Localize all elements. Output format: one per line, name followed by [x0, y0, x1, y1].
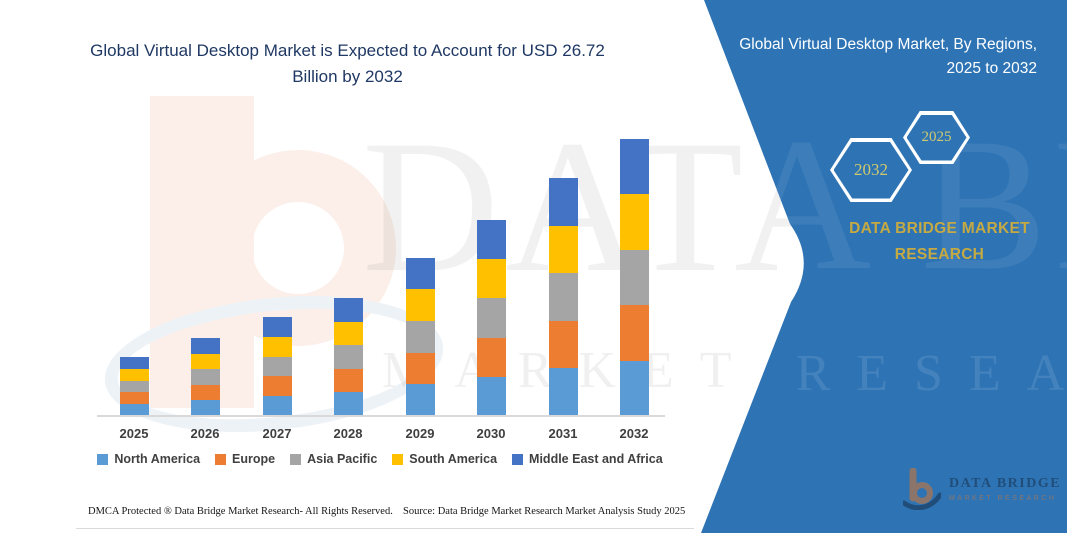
footer-logo: DATA BRIDGE MARKET RESEARCH [903, 468, 1063, 510]
bar-segment-2032-south-america [619, 194, 649, 250]
legend-item-middle-east-and-africa: Middle East and Africa [512, 452, 663, 466]
bar-segment-2025-north-america [119, 404, 149, 416]
bar-segment-2025-europe [119, 392, 149, 405]
legend-item-south-america: South America [392, 452, 497, 466]
bar-segment-2027-asia-pacific [262, 356, 292, 377]
legend-item-asia-pacific: Asia Pacific [290, 452, 377, 466]
legend-item-north-america: North America [97, 452, 200, 466]
legend-swatch [512, 453, 524, 465]
panel-title: Global Virtual Desktop Market, By Region… [739, 36, 1037, 78]
bar-segment-2030-south-america [476, 259, 506, 299]
data-bridge-b-icon [903, 468, 941, 510]
bar-segment-2026-asia-pacific [190, 369, 220, 385]
bar-segment-2025-asia-pacific [119, 380, 149, 393]
bar-segment-2027-south-america [262, 336, 292, 357]
hexagon-year-2032: 2032 [854, 160, 888, 179]
bar-segment-2031-north-america [548, 368, 578, 416]
bar-segment-2029-north-america [405, 384, 435, 416]
bar-segment-2026-north-america [190, 400, 220, 416]
bar-segment-2027-north-america [262, 396, 292, 416]
bar-segment-2031-middle-east-and-africa [548, 178, 578, 226]
watermark-text-line2-on-panel: MARKET RESEARCH [382, 345, 1067, 402]
hexagon-badge-2032: 2032 [830, 138, 912, 202]
legend-label: Asia Pacific [307, 452, 378, 466]
bar-segment-2032-north-america [619, 360, 649, 416]
hexagon-year-2025: 2025 [921, 129, 952, 145]
bar-segment-2032-europe [619, 305, 649, 361]
bar-segment-2029-middle-east-and-africa [405, 257, 435, 290]
chart-legend: North America Europe Asia Pacific South Ame… [80, 452, 680, 466]
bar-segment-2028-middle-east-and-africa [333, 297, 363, 322]
bar-segment-2032-middle-east-and-africa [619, 138, 649, 195]
bar-segment-2029-south-america [405, 289, 435, 322]
legend-label: North America [114, 452, 201, 466]
bar-segment-2030-europe [476, 337, 506, 377]
bar-segment-2027-middle-east-and-africa [262, 316, 292, 337]
bar-segment-2031-asia-pacific [548, 273, 578, 321]
x-axis-label-2031: 2031 [548, 426, 578, 441]
bar-segment-2028-europe [333, 368, 363, 393]
bar-segment-2028-asia-pacific [333, 345, 363, 369]
footer-logo-brand: DATA BRIDGE [949, 476, 1062, 492]
footer-logo-tagline: MARKET RESEARCH [949, 494, 1057, 502]
x-axis-line [97, 415, 665, 417]
legend-swatch [290, 453, 302, 465]
bar-segment-2028-north-america [333, 392, 363, 416]
chart-title: Global Virtual Desktop Market is Expecte… [90, 41, 605, 86]
bar-segment-2031-europe [548, 320, 578, 369]
x-axis-label-2027: 2027 [262, 426, 292, 441]
bar-segment-2029-asia-pacific [405, 321, 435, 353]
bar-segment-2030-asia-pacific [476, 298, 506, 338]
bottom-divider [76, 528, 694, 529]
bar-segment-2026-middle-east-and-africa [190, 338, 220, 354]
x-axis-label-2028: 2028 [333, 426, 363, 441]
legend-label: Middle East and Africa [529, 452, 663, 466]
legend-label: Europe [232, 452, 276, 466]
x-axis-label-2026: 2026 [190, 426, 220, 441]
legend-swatch [97, 453, 109, 465]
hexagon-badge-2025: 2025 [903, 111, 970, 164]
bar-segment-2026-south-america [190, 353, 220, 370]
x-axis-label-2029: 2029 [405, 426, 435, 441]
legend-item-europe: Europe [215, 452, 275, 466]
bar-segment-2025-south-america [119, 368, 149, 381]
x-axis-label-2032: 2032 [619, 426, 649, 441]
x-axis-label-2025: 2025 [119, 426, 149, 441]
dmca-notice: DMCA Protected ® Data Bridge Market Rese… [88, 506, 393, 517]
side-panel-polygon [701, 0, 1067, 533]
x-axis-label-2030: 2030 [476, 426, 506, 441]
legend-swatch [392, 453, 404, 465]
bar-segment-2026-europe [190, 384, 220, 401]
panel-brand-text: DATA BRIDGE MARKET RESEARCH [849, 220, 1030, 264]
bar-segment-2032-asia-pacific [619, 249, 649, 306]
bar-segment-2028-south-america [333, 321, 363, 346]
bar-segment-2027-europe [262, 376, 292, 397]
bar-segment-2029-europe [405, 352, 435, 385]
bar-segment-2031-south-america [548, 225, 578, 274]
legend-label: South America [409, 452, 498, 466]
legend-swatch [215, 453, 227, 465]
bar-segment-2030-middle-east-and-africa [476, 220, 506, 260]
bar-segment-2030-north-america [476, 376, 506, 416]
bar-segment-2025-middle-east-and-africa [119, 356, 149, 369]
source-notice: Source: Data Bridge Market Research Mark… [403, 506, 686, 517]
